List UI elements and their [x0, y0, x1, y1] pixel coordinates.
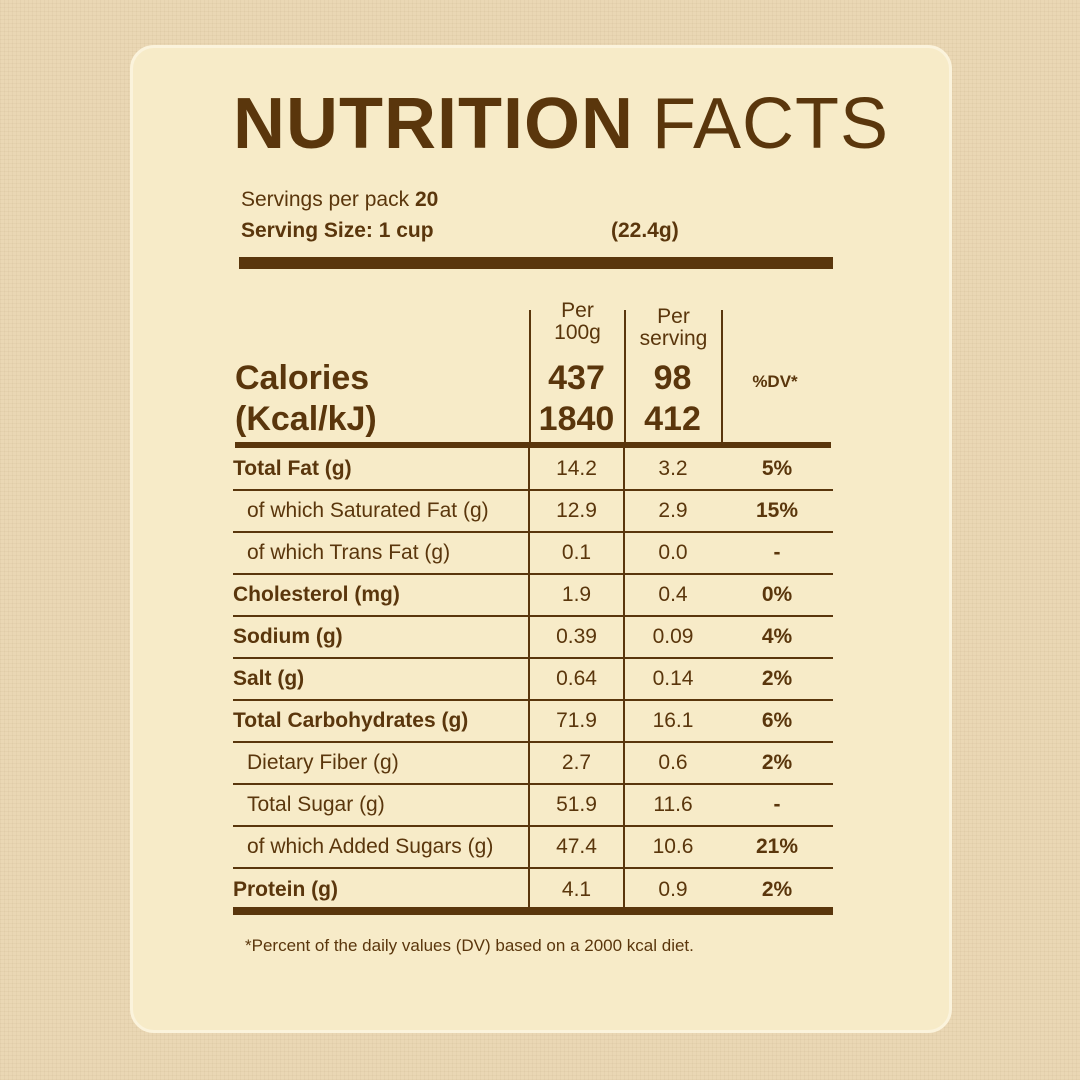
panel-title: NUTRITION FACTS — [233, 88, 889, 160]
table-row: of which Trans Fat (g) 0.1 0.0- — [233, 532, 833, 575]
value-per-100g: 4.1 — [528, 868, 624, 910]
value-per-serving: 0.4 — [623, 574, 721, 617]
calories-label-line1: Calories — [235, 359, 370, 397]
value-per-100g: 12.9 — [528, 490, 624, 533]
nutrient-name: Total Fat (g) — [233, 448, 529, 491]
value-per-100g: 0.1 — [528, 532, 624, 575]
col-header-per-serving-line1: Per — [657, 305, 690, 328]
header-col-line-3 — [721, 310, 723, 446]
calories-label-line2: (Kcal/kJ) — [235, 399, 377, 438]
value-per-100g: 1.9 — [528, 574, 624, 617]
table-row: Dietary Fiber (g) 2.7 0.6 2% — [233, 742, 833, 785]
value-per-100g: 0.64 — [528, 658, 624, 701]
daily-value-percent: 15% — [721, 490, 833, 533]
value-per-serving: 2.9 — [623, 490, 721, 533]
table-row: Total Fat (g) 14.2 3.2 5% — [233, 448, 833, 491]
nutrient-name: of which Trans Fat (g) — [233, 532, 529, 575]
daily-value-percent: 4% — [721, 616, 833, 659]
col-header-per-100g: Per 100g — [531, 299, 624, 345]
calories-per-serving: 98 412 — [624, 358, 721, 440]
nutrient-name: Dietary Fiber (g) — [233, 742, 529, 785]
value-per-serving: 3.2 — [623, 448, 721, 491]
table-row: Salt (g) 0.64 0.14 2% — [233, 658, 833, 701]
table-row: Total Carbohydrates (g) 71.9 16.1 6% — [233, 700, 833, 743]
daily-value-percent: - — [721, 784, 833, 827]
daily-value-percent: 2% — [721, 742, 833, 785]
serving-size-label: Serving Size: 1 cup — [241, 219, 434, 242]
table-row: Sodium (g) 0.39 0.09 4% — [233, 616, 833, 659]
title-bold-word: NUTRITION — [233, 84, 634, 164]
col-header-per-100g-line1: Per — [561, 299, 594, 322]
value-per-100g: 47.4 — [528, 826, 624, 869]
nutrition-facts-panel: NUTRITION FACTS Servings per pack 20 Serv… — [130, 45, 952, 1033]
table-row: Cholesterol (mg) 1.9 0.4 0% — [233, 574, 833, 617]
table-row: of which Saturated Fat (g) 12.9 2.9 15% — [233, 490, 833, 533]
table-row: Protein (g) 4.1 0.9 2% — [233, 868, 833, 910]
header-col-line-2 — [624, 310, 626, 446]
daily-value-percent: - — [721, 532, 833, 575]
kcal-per-100g: 437 — [548, 359, 605, 397]
daily-value-percent: 2% — [721, 658, 833, 701]
kcal-per-serving: 98 — [653, 359, 692, 397]
col-header-per-serving-line2: serving — [639, 327, 708, 351]
value-per-serving: 0.14 — [623, 658, 721, 701]
nutrient-name: of which Saturated Fat (g) — [233, 490, 529, 533]
bottom-divider-bar — [233, 907, 833, 915]
daily-value-percent: 0% — [721, 574, 833, 617]
servings-label: Servings per pack — [241, 188, 410, 211]
serving-size-grams: (22.4g) — [611, 219, 679, 242]
table-row: Total Sugar (g) 51.9 11.6- — [233, 784, 833, 827]
value-per-serving: 0.9 — [623, 868, 721, 910]
nutrient-name: Cholesterol (mg) — [233, 574, 529, 617]
value-per-serving: 16.1 — [623, 700, 721, 743]
nutrient-table: Total Fat (g) 14.2 3.2 5% of which Saturated… — [233, 448, 833, 910]
dv-column-header: %DV* — [752, 372, 798, 391]
value-per-serving: 10.6 — [623, 826, 721, 869]
calories-label: Calories (Kcal/kJ) — [235, 358, 377, 440]
col-header-per-100g-line2: 100g — [554, 321, 601, 345]
nutrient-name: of which Added Sugars (g) — [233, 826, 529, 869]
kj-per-100g: 1840 — [538, 399, 615, 438]
value-per-100g: 0.39 — [528, 616, 624, 659]
value-per-100g: 51.9 — [528, 784, 624, 827]
value-per-100g: 2.7 — [528, 742, 624, 785]
footnote: *Percent of the daily values (DV) based … — [245, 936, 694, 955]
servings-per-pack: Servings per pack 20 — [241, 188, 438, 212]
table-row: of which Added Sugars (g) 47.4 10.6 21% — [233, 826, 833, 869]
value-per-serving: 0.0 — [623, 532, 721, 575]
calories-per-100g: 437 1840 — [529, 358, 624, 440]
daily-value-percent: 21% — [721, 826, 833, 869]
value-per-serving: 0.09 — [623, 616, 721, 659]
col-header-per-serving: Per serving — [626, 305, 721, 351]
daily-value-percent: 2% — [761, 877, 793, 901]
value-per-serving: 11.6 — [623, 784, 721, 827]
daily-value-percent: 5% — [721, 448, 833, 491]
calories-divider — [235, 442, 831, 448]
top-divider-bar — [239, 257, 833, 269]
kj-per-serving: 412 — [644, 399, 701, 438]
servings-value: 20 — [414, 188, 439, 211]
header-col-line-1 — [529, 310, 531, 446]
nutrient-name: Total Sugar (g) — [233, 784, 529, 827]
nutrient-name: Sodium (g) — [233, 616, 529, 659]
title-light-word: FACTS — [651, 84, 889, 164]
nutrient-name: Total Carbohydrates (g) — [233, 700, 529, 743]
value-per-100g: 71.9 — [528, 700, 624, 743]
daily-value-percent: 6% — [721, 700, 833, 743]
value-per-100g: 14.2 — [528, 448, 624, 491]
nutrient-name: Protein (g) — [233, 877, 338, 901]
value-per-serving: 0.6 — [623, 742, 721, 785]
nutrient-name: Salt (g) — [233, 658, 529, 701]
